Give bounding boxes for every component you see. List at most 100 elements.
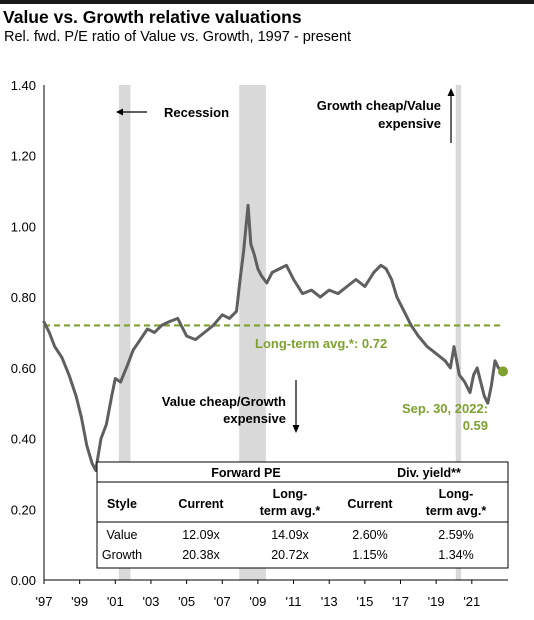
data-point xyxy=(239,278,241,281)
table-cell: 1.15% xyxy=(352,548,387,562)
data-point xyxy=(355,278,357,281)
table-group-header: Div. yield** xyxy=(397,466,461,480)
recession-band xyxy=(455,85,462,580)
recession-band xyxy=(118,85,131,580)
data-point xyxy=(114,377,116,380)
data-point xyxy=(168,321,170,323)
x-tick-label: '15 xyxy=(356,594,373,609)
table-column-header: Current xyxy=(347,497,393,511)
data-point xyxy=(469,392,471,394)
data-point xyxy=(43,321,45,323)
data-point xyxy=(285,264,288,266)
data-point xyxy=(328,289,330,291)
data-point xyxy=(68,374,70,376)
table-cell: Growth xyxy=(102,548,142,562)
data-point xyxy=(95,469,97,471)
y-tick-label: 1.20 xyxy=(11,149,36,164)
table-cell: 1.34% xyxy=(438,548,473,562)
data-point xyxy=(472,374,475,376)
data-point xyxy=(385,268,387,270)
data-point xyxy=(396,296,398,298)
x-tick-label: '97 xyxy=(36,594,53,609)
data-point xyxy=(132,349,134,351)
data-point xyxy=(247,204,249,206)
data-point xyxy=(490,384,493,387)
current-value-dot xyxy=(498,366,508,377)
data-point xyxy=(80,416,83,418)
table-cell: 2.60% xyxy=(352,528,387,542)
table-cell: 20.72x xyxy=(271,548,309,562)
data-point xyxy=(161,324,163,327)
x-tick-label: '19 xyxy=(428,594,445,609)
table-column-header: Long- xyxy=(273,487,308,501)
data-point xyxy=(186,335,188,337)
data-point xyxy=(426,346,428,348)
data-point xyxy=(228,317,230,319)
data-point xyxy=(253,254,255,256)
data-point xyxy=(86,445,88,447)
chart-title: Value vs. Growth relative valuations xyxy=(3,7,302,27)
data-point xyxy=(494,360,496,362)
table-cell: 2.59% xyxy=(438,528,473,542)
x-tick-label: '05 xyxy=(178,594,195,609)
data-point xyxy=(292,278,295,281)
y-tick-label: 0.80 xyxy=(11,290,36,305)
data-point xyxy=(257,268,259,270)
data-point xyxy=(497,367,500,369)
x-tick-label: '03 xyxy=(142,594,159,609)
data-point xyxy=(487,402,489,404)
table-column-header: Current xyxy=(178,497,224,511)
data-point xyxy=(364,285,366,288)
data-point xyxy=(250,243,252,245)
data-point xyxy=(146,328,148,330)
chart-subtitle: Rel. fwd. P/E ratio of Value vs. Growth,… xyxy=(4,29,352,45)
data-point xyxy=(54,346,56,348)
table-group-header: Forward PE xyxy=(211,466,280,480)
data-point xyxy=(319,296,321,298)
data-point xyxy=(194,338,197,341)
x-tick-label: '21 xyxy=(463,594,480,609)
axes: 0.00 0.20 0.40 0.60 0.80 1.00 1.20 1.40 '97 '99 '0… xyxy=(11,78,508,609)
data-point xyxy=(235,310,238,312)
data-point xyxy=(127,363,129,365)
data-point xyxy=(278,268,280,270)
table-cell: Value xyxy=(106,528,137,542)
table-column-header: term avg.* xyxy=(426,504,487,518)
x-tick-label: '09 xyxy=(249,594,266,609)
data-point xyxy=(480,381,482,383)
data-point xyxy=(410,324,412,327)
table-box xyxy=(96,461,509,569)
current-point xyxy=(498,366,508,377)
current-value-label-line2: 0.59 xyxy=(463,418,488,433)
growth-cheap-arrowhead xyxy=(447,88,455,96)
data-point xyxy=(177,317,179,319)
data-point xyxy=(403,310,405,312)
data-point xyxy=(203,331,206,334)
data-point xyxy=(212,324,214,327)
value-cheap-arrowhead xyxy=(292,425,300,433)
growth-cheap-label-line2: expensive xyxy=(378,116,441,131)
y-tick-label: 1.00 xyxy=(11,219,36,234)
table-column-header: Style xyxy=(107,497,137,511)
data-point xyxy=(48,331,50,334)
x-tick-label: '07 xyxy=(214,594,231,609)
data-point xyxy=(120,381,122,383)
current-value-label-line1: Sep. 30, 2022: xyxy=(402,401,488,416)
data-point xyxy=(444,360,446,362)
data-point xyxy=(449,367,452,369)
series-line xyxy=(42,203,505,472)
table-column-header: term avg.* xyxy=(260,504,321,518)
data-point xyxy=(435,353,437,355)
data-point xyxy=(464,381,466,383)
data-point xyxy=(75,395,77,397)
data-point xyxy=(139,338,141,341)
x-tick-label: '17 xyxy=(392,594,409,609)
recession-arrowhead xyxy=(116,108,123,116)
data-point xyxy=(61,356,63,358)
annotations: Recession Growth cheap/Value expensive V… xyxy=(116,88,488,433)
data-point xyxy=(417,335,419,337)
data-point xyxy=(221,314,223,316)
y-tick-label: 0.20 xyxy=(11,502,36,517)
table-cell: 20.38x xyxy=(182,548,220,562)
